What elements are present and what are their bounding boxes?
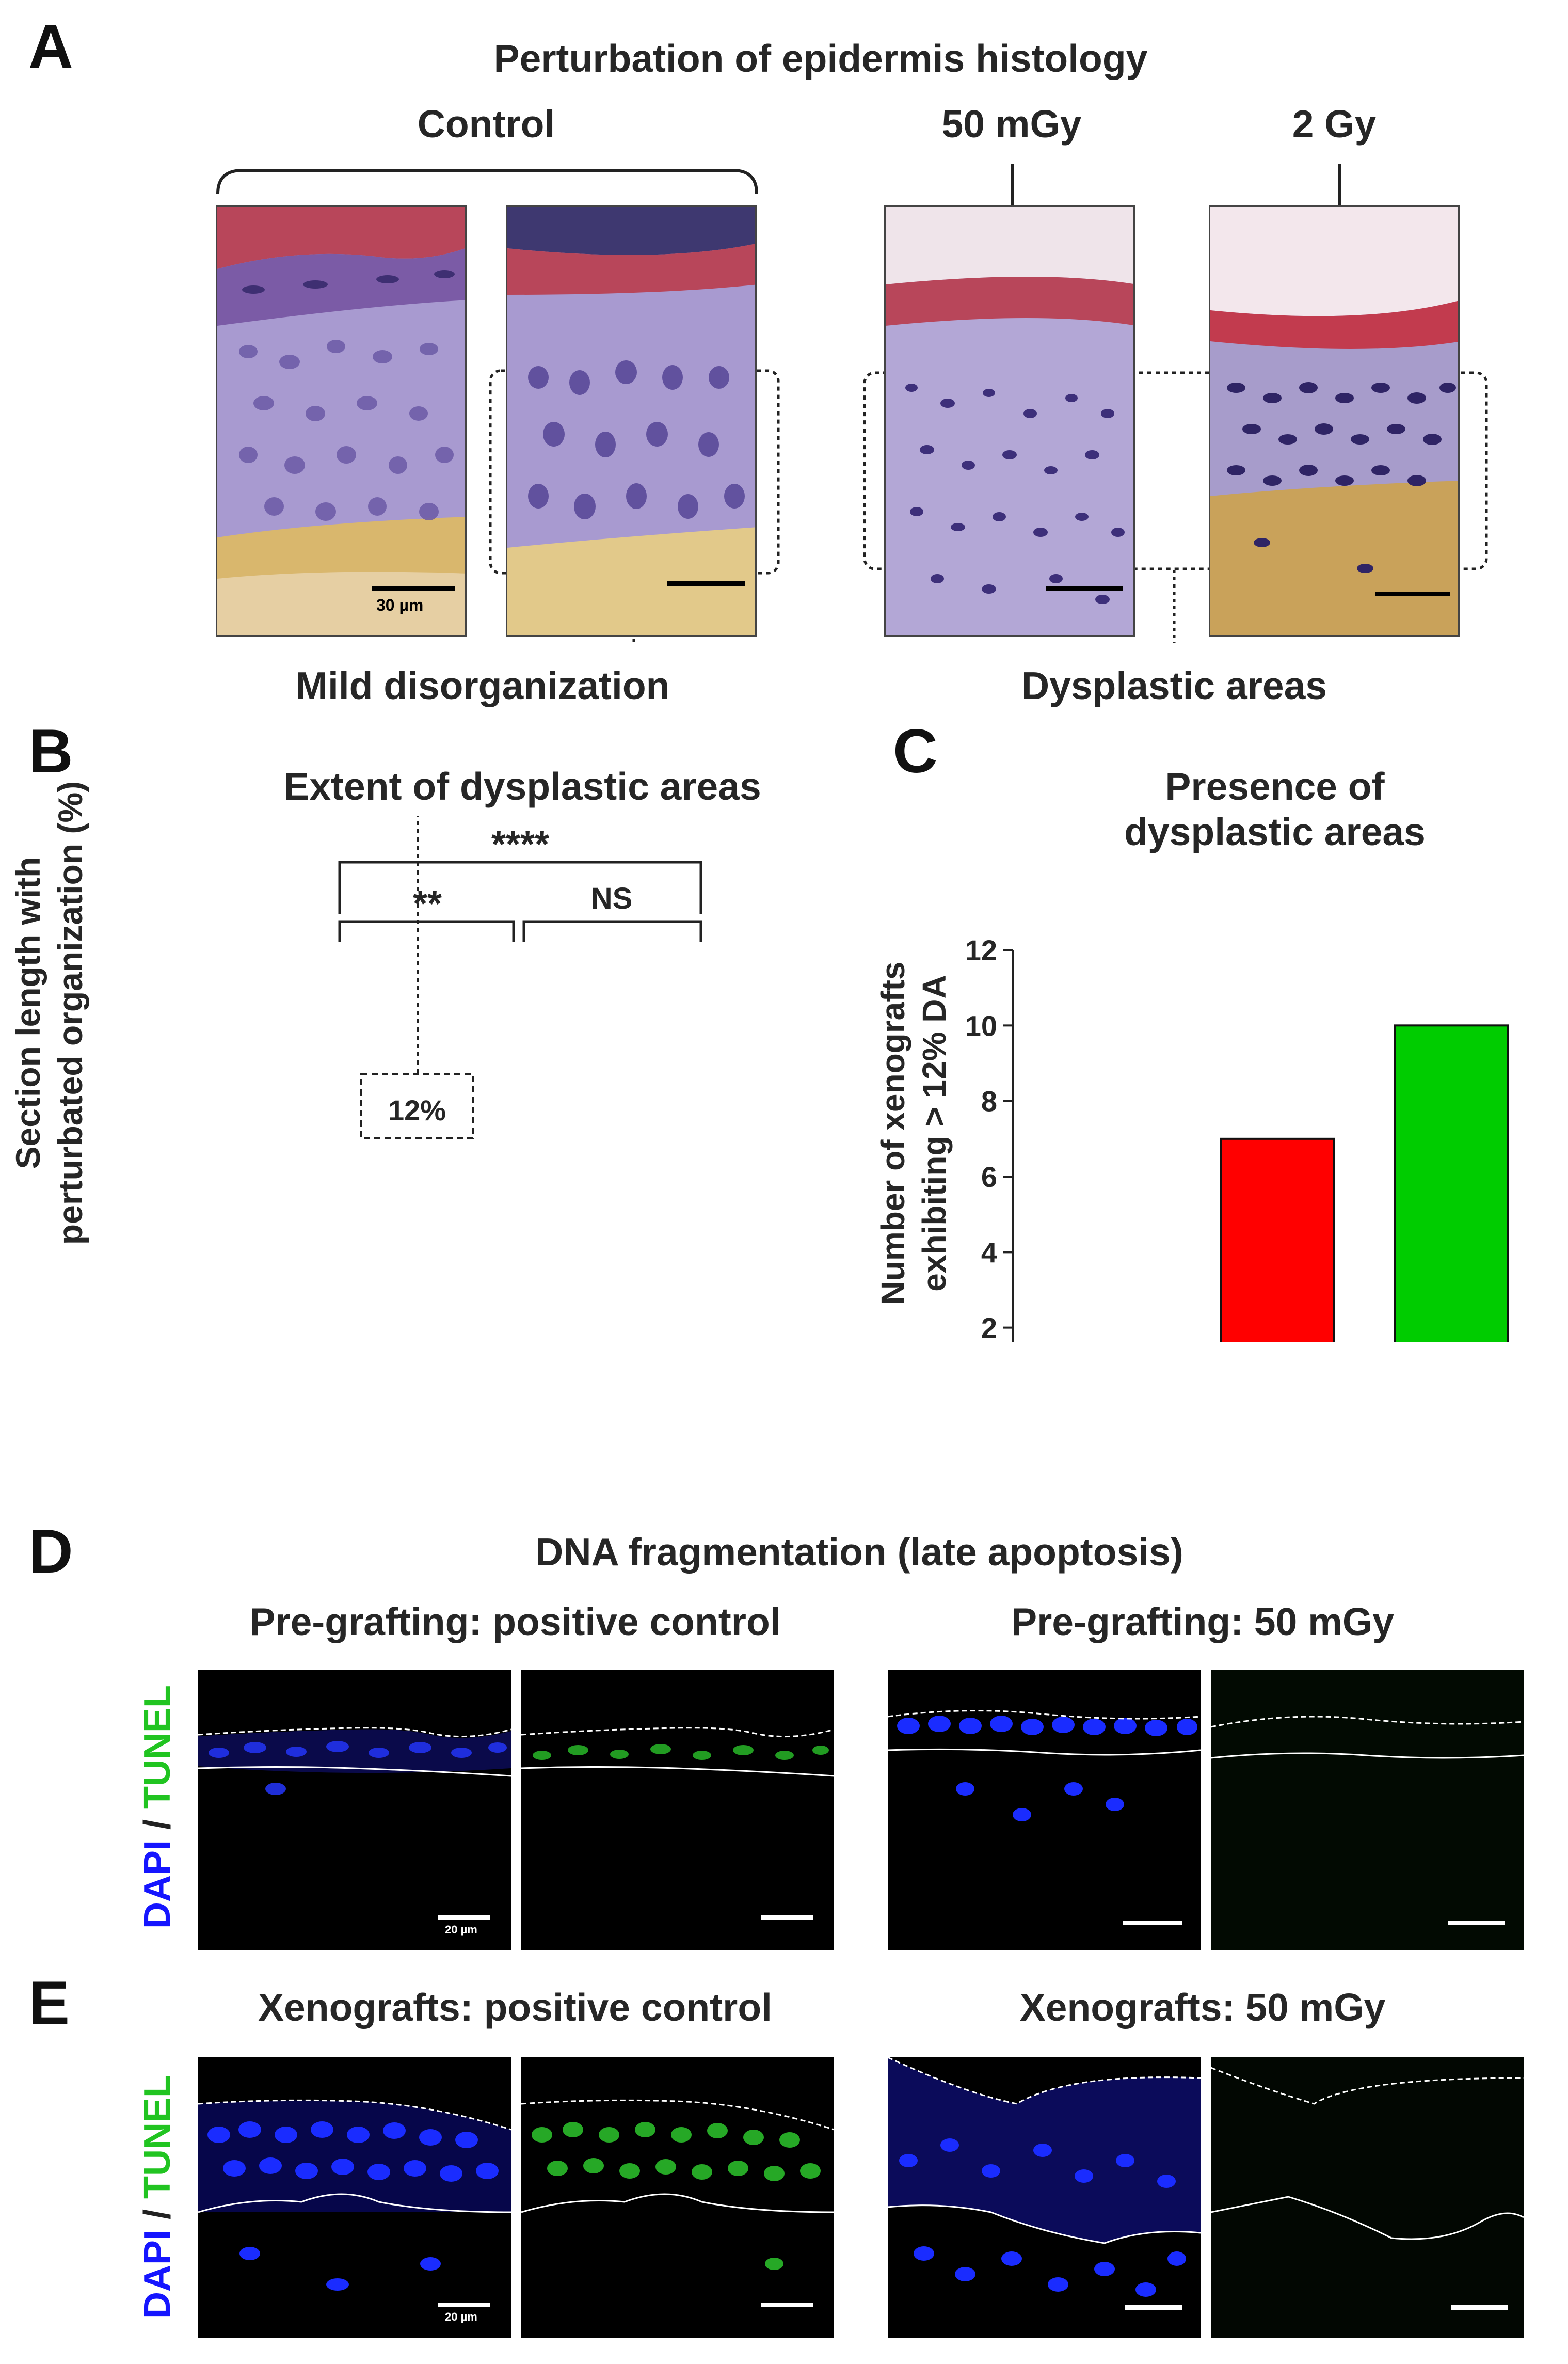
- sig-bracket-top: [338, 861, 702, 914]
- y-tick-label: 2: [981, 1312, 997, 1342]
- annotation-dysplastic-areas: Dysplastic areas: [1021, 664, 1327, 707]
- group-label-50mgy: 50 mGy: [941, 102, 1082, 146]
- sig-label-top: ****: [491, 824, 549, 865]
- xenograft-50mgy-dapi: [888, 2057, 1201, 2338]
- histology-image-2gy: [1210, 207, 1458, 635]
- scale-bar: [438, 1915, 490, 1920]
- tunel-label: TUNEL: [137, 2074, 178, 2199]
- scale-bar: [438, 2303, 490, 2307]
- fluorescence-image: [1211, 1670, 1524, 1950]
- c-ylabel-line-1: Number of xenografts: [874, 961, 911, 1305]
- threshold-box: [360, 1073, 474, 1139]
- scale-label: 30 µm: [376, 596, 424, 614]
- sig-bracket-left: [338, 920, 515, 942]
- slash-label: /: [137, 2198, 178, 2230]
- y-tick-label: 6: [981, 1161, 997, 1193]
- xenograft-positive-dapi: 20 µm: [198, 2057, 511, 2338]
- pre-grafting-50mgy-dapi: [888, 1670, 1201, 1950]
- scale-label: 20 µm: [445, 2310, 477, 2323]
- threshold-label: 12%: [388, 1094, 446, 1127]
- y-tick-label: 8: [981, 1085, 997, 1118]
- panel-letter-e: E: [28, 1969, 70, 2038]
- histology-image-control-1: [217, 207, 465, 635]
- panel-c-title-line1: Presence of: [1165, 765, 1385, 808]
- panel-a-title: Perturbation of epidermis histology: [493, 37, 1148, 80]
- pre-grafting-50mgy-tunel: [1211, 1670, 1524, 1950]
- fluorescence-image: [521, 2099, 834, 2270]
- panel-letter-b: B: [28, 717, 73, 786]
- scale-bar: [1123, 1921, 1182, 1925]
- sig-bracket-right: [522, 920, 702, 942]
- pre-grafting-positive-tunel: [521, 1670, 834, 1950]
- scale-label: 20 µm: [445, 1923, 477, 1936]
- scale-bar: [1375, 592, 1450, 596]
- tunel-label: TUNEL: [137, 1685, 178, 1809]
- scale-bar: [1125, 2305, 1182, 2310]
- scale-bar: [372, 586, 455, 591]
- fluorescence-image: [888, 2057, 1201, 2297]
- histology-control-2: [506, 205, 757, 637]
- dapi-label: DAPI: [137, 2229, 178, 2319]
- bar-50-mgy: [1220, 1137, 1335, 1342]
- scale-bar: [761, 2303, 813, 2307]
- group-label-2gy: 2 Gy: [1292, 102, 1377, 146]
- annotation-mild-disorganization: Mild disorganization: [295, 664, 670, 707]
- xenograft-50mgy-tunel: [1211, 2057, 1524, 2338]
- fluorescence-image: [198, 2099, 511, 2291]
- panel-b-title: Extent of dysplastic areas: [283, 765, 761, 808]
- scale-bar: [667, 581, 745, 586]
- panel-e-right-title: Xenografts: 50 mGy: [1019, 1986, 1386, 2029]
- ylabel-line-1: Section length with: [9, 856, 47, 1169]
- bar-2-gy: [1394, 1024, 1509, 1342]
- panel-letter-a: A: [28, 12, 73, 81]
- sig-label-left: **: [413, 883, 442, 925]
- panel-c-title-line2: dysplastic areas: [1124, 810, 1426, 853]
- xenograft-positive-tunel: [521, 2057, 834, 2338]
- pre-grafting-positive-dapi: 20 µm: [198, 1670, 511, 1950]
- ylabel-line-2: perturbated organization (%): [51, 781, 89, 1245]
- panel-e-left-title: Xenografts: positive control: [258, 1986, 772, 2029]
- sig-label-right: NS: [591, 882, 633, 915]
- y-tick-label: 10: [965, 1009, 997, 1042]
- histology-image-50mgy: [886, 207, 1133, 635]
- panel-letter-d: D: [28, 1517, 73, 1586]
- scale-bar: [1046, 586, 1123, 591]
- y-tick-label: 12: [965, 934, 997, 966]
- histology-image-control-2: [507, 207, 755, 635]
- histology-50mgy: [884, 205, 1135, 637]
- histology-2gy: [1209, 205, 1460, 637]
- group-label-control: Control: [417, 102, 555, 146]
- fluorescence-image: [888, 1710, 1201, 1821]
- panel-d-right-title: Pre-grafting: 50 mGy: [1011, 1600, 1394, 1643]
- fluorescence-image: [521, 1727, 834, 1777]
- slash-label: /: [137, 1808, 178, 1840]
- histology-control-1: 30 µm: [216, 205, 467, 637]
- panel-d-title: DNA fragmentation (late apoptosis): [535, 1530, 1183, 1574]
- scale-bar: [761, 1915, 813, 1920]
- fluorescence-image: [198, 1727, 511, 1795]
- panel-d-left-title: Pre-grafting: positive control: [249, 1600, 781, 1643]
- y-tick-label: 4: [981, 1236, 997, 1268]
- dapi-label: DAPI: [137, 1839, 178, 1929]
- scale-bar: [1451, 2305, 1508, 2310]
- scale-bar: [1448, 1921, 1505, 1925]
- fluorescence-image: [1211, 2057, 1524, 2338]
- panel-letter-c: C: [893, 717, 938, 786]
